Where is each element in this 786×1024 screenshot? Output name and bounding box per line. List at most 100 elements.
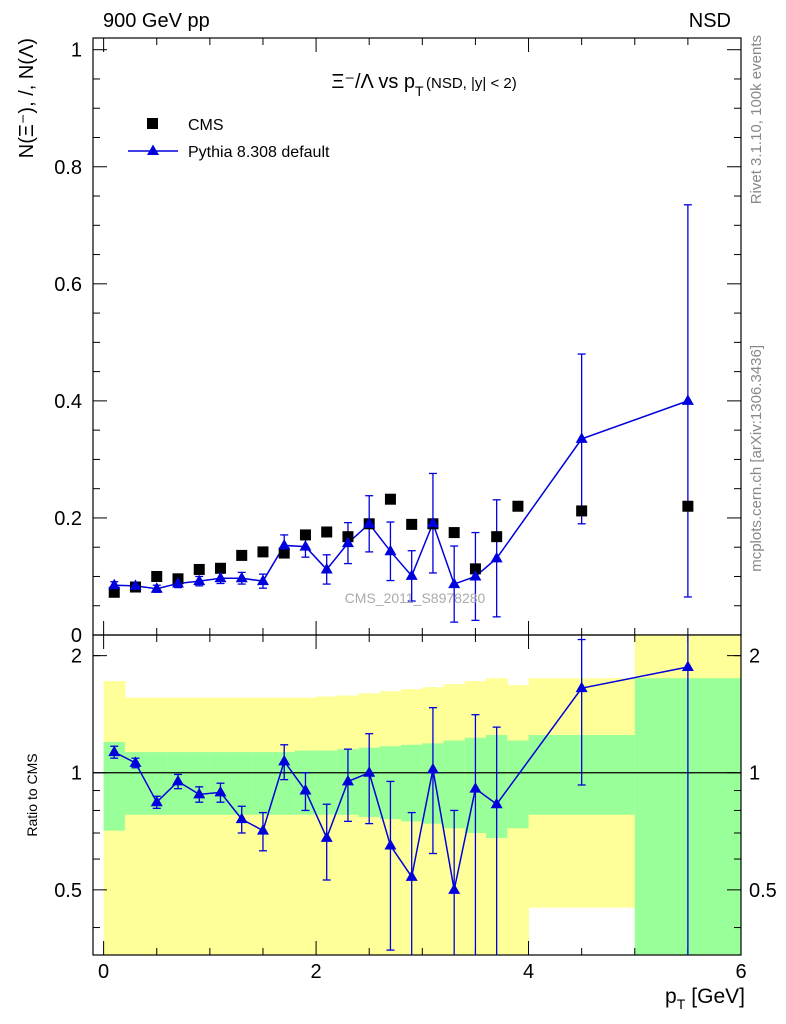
mcplots-label: mcplots.cern.ch [arXiv:1306.3436]: [748, 345, 765, 572]
ratio-y-tick-label-right: 1: [749, 763, 760, 785]
x-tick-label: 2: [311, 961, 322, 983]
cms-point: [682, 500, 694, 512]
mc-point: [384, 544, 397, 556]
inner-band: [146, 752, 168, 815]
ratio-mc-point: [193, 787, 206, 799]
mc-point: [171, 576, 184, 588]
mc-line: [114, 400, 689, 590]
inner-band: [316, 750, 338, 815]
ratio-mc-point: [341, 774, 354, 786]
legend-cms-marker: [147, 118, 158, 129]
ratio-mc-point: [235, 812, 248, 824]
cms-point: [321, 526, 333, 538]
legend-cms-label: CMS: [188, 117, 224, 134]
outer-band: [124, 697, 147, 955]
mc-point: [256, 574, 269, 586]
cms-point: [236, 549, 248, 561]
mc-point: [681, 394, 694, 405]
ratio-mc-point: [681, 660, 694, 672]
ratio-mc-point: [320, 831, 333, 842]
cms-point: [512, 500, 524, 512]
x-axis-label: pT [GeV]: [665, 985, 745, 1012]
mc-point: [575, 432, 588, 443]
ratio-mc-point: [299, 784, 312, 795]
ratio-mc-point: [171, 774, 184, 786]
rivet-label: Rivet 3.1.10, 100k events: [748, 35, 765, 204]
ratio-mc-point: [384, 839, 397, 850]
header-left: 900 GeV pp: [103, 10, 210, 32]
inner-band: [188, 752, 211, 815]
mc-point: [193, 574, 206, 586]
cms-point: [406, 518, 418, 530]
ratio-mc-point: [469, 782, 482, 793]
outer-band: [294, 697, 317, 955]
title-main: Ξ⁻/Λ vs p: [331, 71, 415, 93]
inner-band: [401, 744, 423, 822]
y-tick-label: 0.6: [54, 274, 82, 296]
mc-point: [214, 571, 227, 583]
outer-band: [146, 697, 168, 955]
ratio-frame: [92, 634, 742, 956]
cms-point: [151, 570, 163, 582]
outer-band: [209, 697, 232, 955]
ratio-mc-point: [214, 785, 227, 797]
mc-point: [278, 538, 291, 550]
cms-point: [469, 563, 481, 575]
title-extra: (NSD, |y| < 2): [426, 75, 517, 92]
ratio-y-tick-label: 0.5: [54, 880, 82, 902]
title-sub: T: [415, 83, 424, 99]
x-axis-label-sub: T: [677, 996, 686, 1012]
ratio-y-tick-label: 2: [71, 646, 82, 668]
mc-point: [469, 569, 482, 581]
ratio-series: [108, 635, 694, 955]
mc-point: [320, 562, 333, 574]
ratio-y-tick-label-right: 2: [749, 646, 760, 668]
ratio-mc-point: [278, 754, 291, 766]
mc-point: [426, 516, 439, 528]
outer-band: [167, 697, 190, 955]
legend-mc-label: Pythia 8.308 default: [188, 144, 330, 161]
inner-band: [273, 752, 296, 815]
mc-point: [341, 536, 354, 548]
mc-point: [150, 582, 163, 593]
main-panel: 0 0.2 0.4 0.6 0.8 1 CMS_2011_S8978280 Ξ⁻/Λ vs…: [16, 37, 742, 647]
inner-band: [252, 752, 275, 815]
inner-band: [231, 752, 253, 815]
ratio-mc-point: [448, 883, 461, 894]
header-right: NSD: [689, 10, 731, 32]
inner-band: [124, 752, 147, 815]
mc-point: [490, 551, 503, 563]
cms-point: [576, 505, 588, 517]
x-axis-label-main: p: [665, 985, 677, 1008]
y-tick-label: 0: [71, 625, 82, 647]
ratio-mc-point: [363, 766, 376, 777]
cms-point: [193, 563, 205, 575]
x-axis-label-unit: [GeV]: [691, 985, 745, 1008]
main-title: Ξ⁻/Λ vs p: [331, 71, 415, 93]
outer-band: [188, 697, 211, 955]
mc-point: [448, 577, 461, 589]
ratio-mc-point: [426, 762, 439, 774]
mc-point: [299, 540, 312, 551]
x-tick-label: 6: [735, 961, 746, 983]
main-axes: 0 0.2 0.4 0.6 0.8 1: [54, 37, 742, 647]
legend-mc-marker: [147, 144, 159, 155]
y-tick-label: 0.4: [54, 391, 82, 413]
ratio-y-tick-label: 1: [71, 763, 82, 785]
mc-point: [235, 571, 248, 583]
cms-point: [214, 562, 226, 574]
ratio-mc-point: [256, 824, 269, 835]
main-y-label: N(Ξ⁻), /, N(Λ): [16, 38, 38, 158]
ratio-mc-point: [129, 756, 142, 767]
cms-point: [491, 531, 503, 543]
cms-point: [257, 546, 269, 558]
cms-point: [384, 493, 396, 505]
cms-point: [448, 527, 460, 539]
x-tick-label: 4: [523, 961, 534, 983]
mc-point: [129, 579, 142, 590]
y-tick-label: 1: [71, 40, 82, 62]
cms-point: [299, 529, 311, 541]
y-tick-label: 0.2: [54, 508, 82, 530]
mc-point: [363, 517, 376, 528]
